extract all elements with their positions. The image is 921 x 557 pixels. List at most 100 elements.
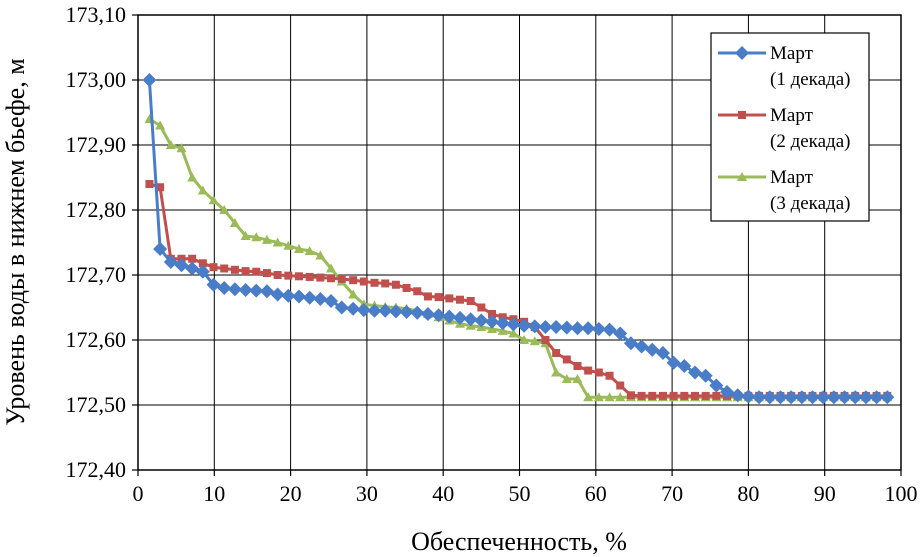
series-1-point [238,282,253,297]
series-3-point [165,140,176,149]
x-tick-label: 100 [885,481,918,506]
series-1-point [591,321,606,336]
x-tick-label: 10 [203,481,225,506]
series-2-point [370,278,379,287]
series-2-point [488,310,497,318]
series-2-point [198,259,207,268]
series-2-point [349,276,358,285]
series-1-point [677,359,692,373]
series-2-point [305,272,314,281]
y-tick-label: 173,00 [66,67,127,92]
series-1-point [794,390,809,405]
series-3-point [187,172,198,182]
series-2-point [541,336,550,344]
series-1-point [848,390,863,405]
series-1-point [709,378,724,393]
y-axis-tick-labels: 172,40 172,50 172,60 172,70 172,80 172,90 173,… [66,2,127,482]
series-1-point [784,390,799,405]
series-3-point [155,120,166,130]
series-3-point [348,289,359,299]
series-3-point [229,218,240,227]
series-1-point [623,336,638,351]
series-1-point [858,390,873,405]
series-3-point [551,367,562,377]
series-1-point [869,390,884,405]
series-3-point [293,244,304,253]
series-3-point [240,231,251,240]
series-1-point [174,258,189,273]
legend: Март (1 декада) Март (2 декада) Март (3 декад… [710,32,870,222]
series-2-point [284,271,293,280]
series-2-point [391,280,400,289]
series-1-point [463,312,478,327]
series-2-point [690,391,699,400]
series-1-point [655,346,670,360]
y-tick-label: 172,50 [66,392,127,417]
series-2-point [316,273,325,282]
series-1-point [388,304,403,319]
series-2-point [562,355,571,364]
legend-label-line1: Март [770,43,814,64]
series-3-point [497,325,508,335]
series-1-point [762,390,777,405]
series-2-point [359,277,368,286]
series-3-point [315,250,326,260]
series-3-point [197,185,208,195]
legend-item-3: Март (3 декада) [718,167,850,214]
series-2-point [423,292,432,301]
series-1-point [281,288,296,303]
series-2-point [241,267,250,276]
series-1-point [538,320,553,334]
x-tick-label: 90 [814,481,836,506]
series-1-point [356,303,371,318]
series-3-point [219,205,230,214]
series-1-point [153,242,168,256]
x-axis-title: Обеспеченность, % [411,527,627,556]
legend-swatch-marker [737,172,747,181]
legend-swatch-marker [735,46,749,60]
series-1-point [217,281,232,295]
series-1-point [613,326,628,341]
series-1-point [227,282,242,297]
legend-item-1: Март (1 декада) [718,43,850,90]
series-layer [142,73,895,405]
series-2-point [188,254,197,263]
series-2-point [273,271,282,279]
legend-item-2: Март (2 декада) [718,105,850,152]
legend-label-line2: (2 декада) [770,131,850,152]
series-1-point [431,308,446,323]
series-2-point [220,264,229,273]
series-3-point [272,237,283,247]
series-2-point [712,391,721,400]
legend-label-line1: Март [770,167,814,188]
series-2-point [477,303,486,312]
series-1-point [163,255,178,269]
series-2-point [294,272,303,281]
series-1-point [346,301,361,316]
series-2-point [552,349,561,357]
series-1-point [313,292,328,307]
x-tick-label: 40 [432,481,454,506]
series-1-point [442,309,457,324]
series-1-point [420,307,435,321]
series-1-point [302,290,317,305]
series-1-point [645,342,660,357]
series-2-point [252,267,261,276]
series-3-point [283,240,294,250]
y-tick-label: 173,10 [66,2,127,27]
series-1-point [826,390,841,405]
series-1-point [666,355,681,370]
series-3-point [326,263,337,273]
series-2-point [616,381,625,390]
series-3-point [176,143,187,153]
y-tick-label: 172,80 [66,197,127,222]
x-tick-label: 60 [585,481,607,506]
x-tick-label: 70 [661,481,683,506]
series-1-point [559,320,574,335]
series-1-point [334,300,349,315]
y-tick-label: 172,60 [66,327,127,352]
x-tick-label: 0 [133,481,144,506]
series-2-point [669,391,678,400]
series-1-point [259,284,274,299]
series-1-point [206,277,221,292]
